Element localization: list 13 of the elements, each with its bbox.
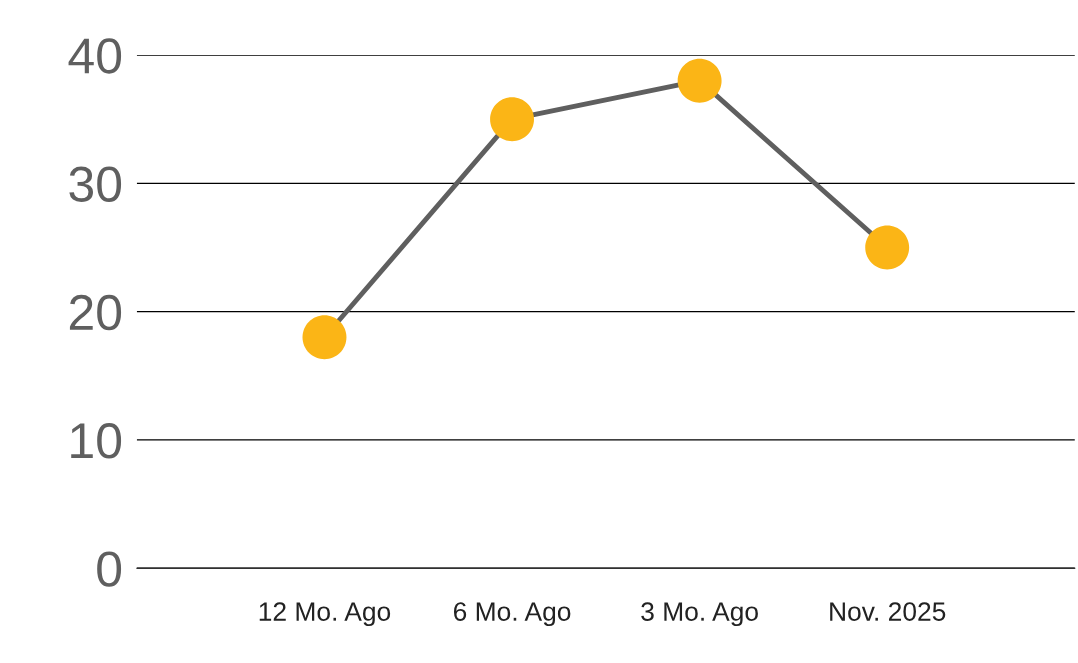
y-tick-label: 20 [69, 294, 122, 331]
y-tick-label: 30 [69, 166, 122, 202]
y-tick-label: 40 [68, 38, 122, 74]
point [865, 225, 910, 270]
y-tick-label: 0 [97, 551, 122, 587]
point [302, 315, 347, 360]
point [677, 58, 722, 103]
y-tick-label: 10 [71, 423, 122, 459]
x-tick-label: Nov. 2025 [830, 602, 946, 621]
point [490, 97, 535, 142]
x-tick-label: 3 Mo. Ago [641, 602, 758, 627]
x-tick-label: 12 Mo. Ago [259, 602, 391, 627]
x-tick-label: 6 Mo. Ago [453, 602, 571, 627]
